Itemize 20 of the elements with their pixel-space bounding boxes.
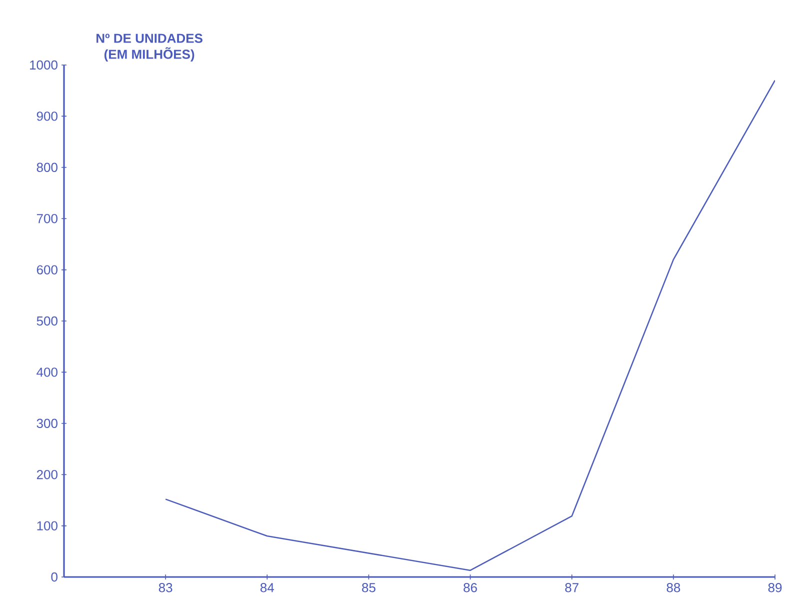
y-tick-label: 1000 bbox=[30, 60, 58, 70]
x-tick-label: 89 bbox=[768, 583, 782, 592]
x-tick-label: 86 bbox=[464, 583, 477, 592]
x-tick-label: 84 bbox=[260, 583, 274, 592]
y-tick-label: 900 bbox=[36, 112, 58, 121]
x-tick-label: 83 bbox=[158, 583, 172, 592]
line-series bbox=[164, 80, 775, 571]
y-tick-label: 800 bbox=[36, 162, 58, 172]
y-tick-label: 400 bbox=[36, 368, 58, 377]
y-tick-label: 300 bbox=[36, 418, 58, 428]
x-tick-label: 88 bbox=[666, 583, 680, 592]
y-axis-title: Nº DE UNIDADES (EM MILHÕES) bbox=[96, 34, 202, 62]
y-tick-label: 200 bbox=[36, 470, 58, 480]
y-tick-label: 700 bbox=[36, 214, 58, 224]
y-tick-label: 100 bbox=[37, 521, 58, 530]
y-tick-label: 500 bbox=[36, 316, 58, 326]
y-tick-label: 0 bbox=[51, 572, 58, 582]
y-tick-label: 600 bbox=[36, 265, 58, 274]
x-tick-label: 85 bbox=[362, 583, 376, 592]
x-tick-label: 87 bbox=[565, 583, 578, 592]
